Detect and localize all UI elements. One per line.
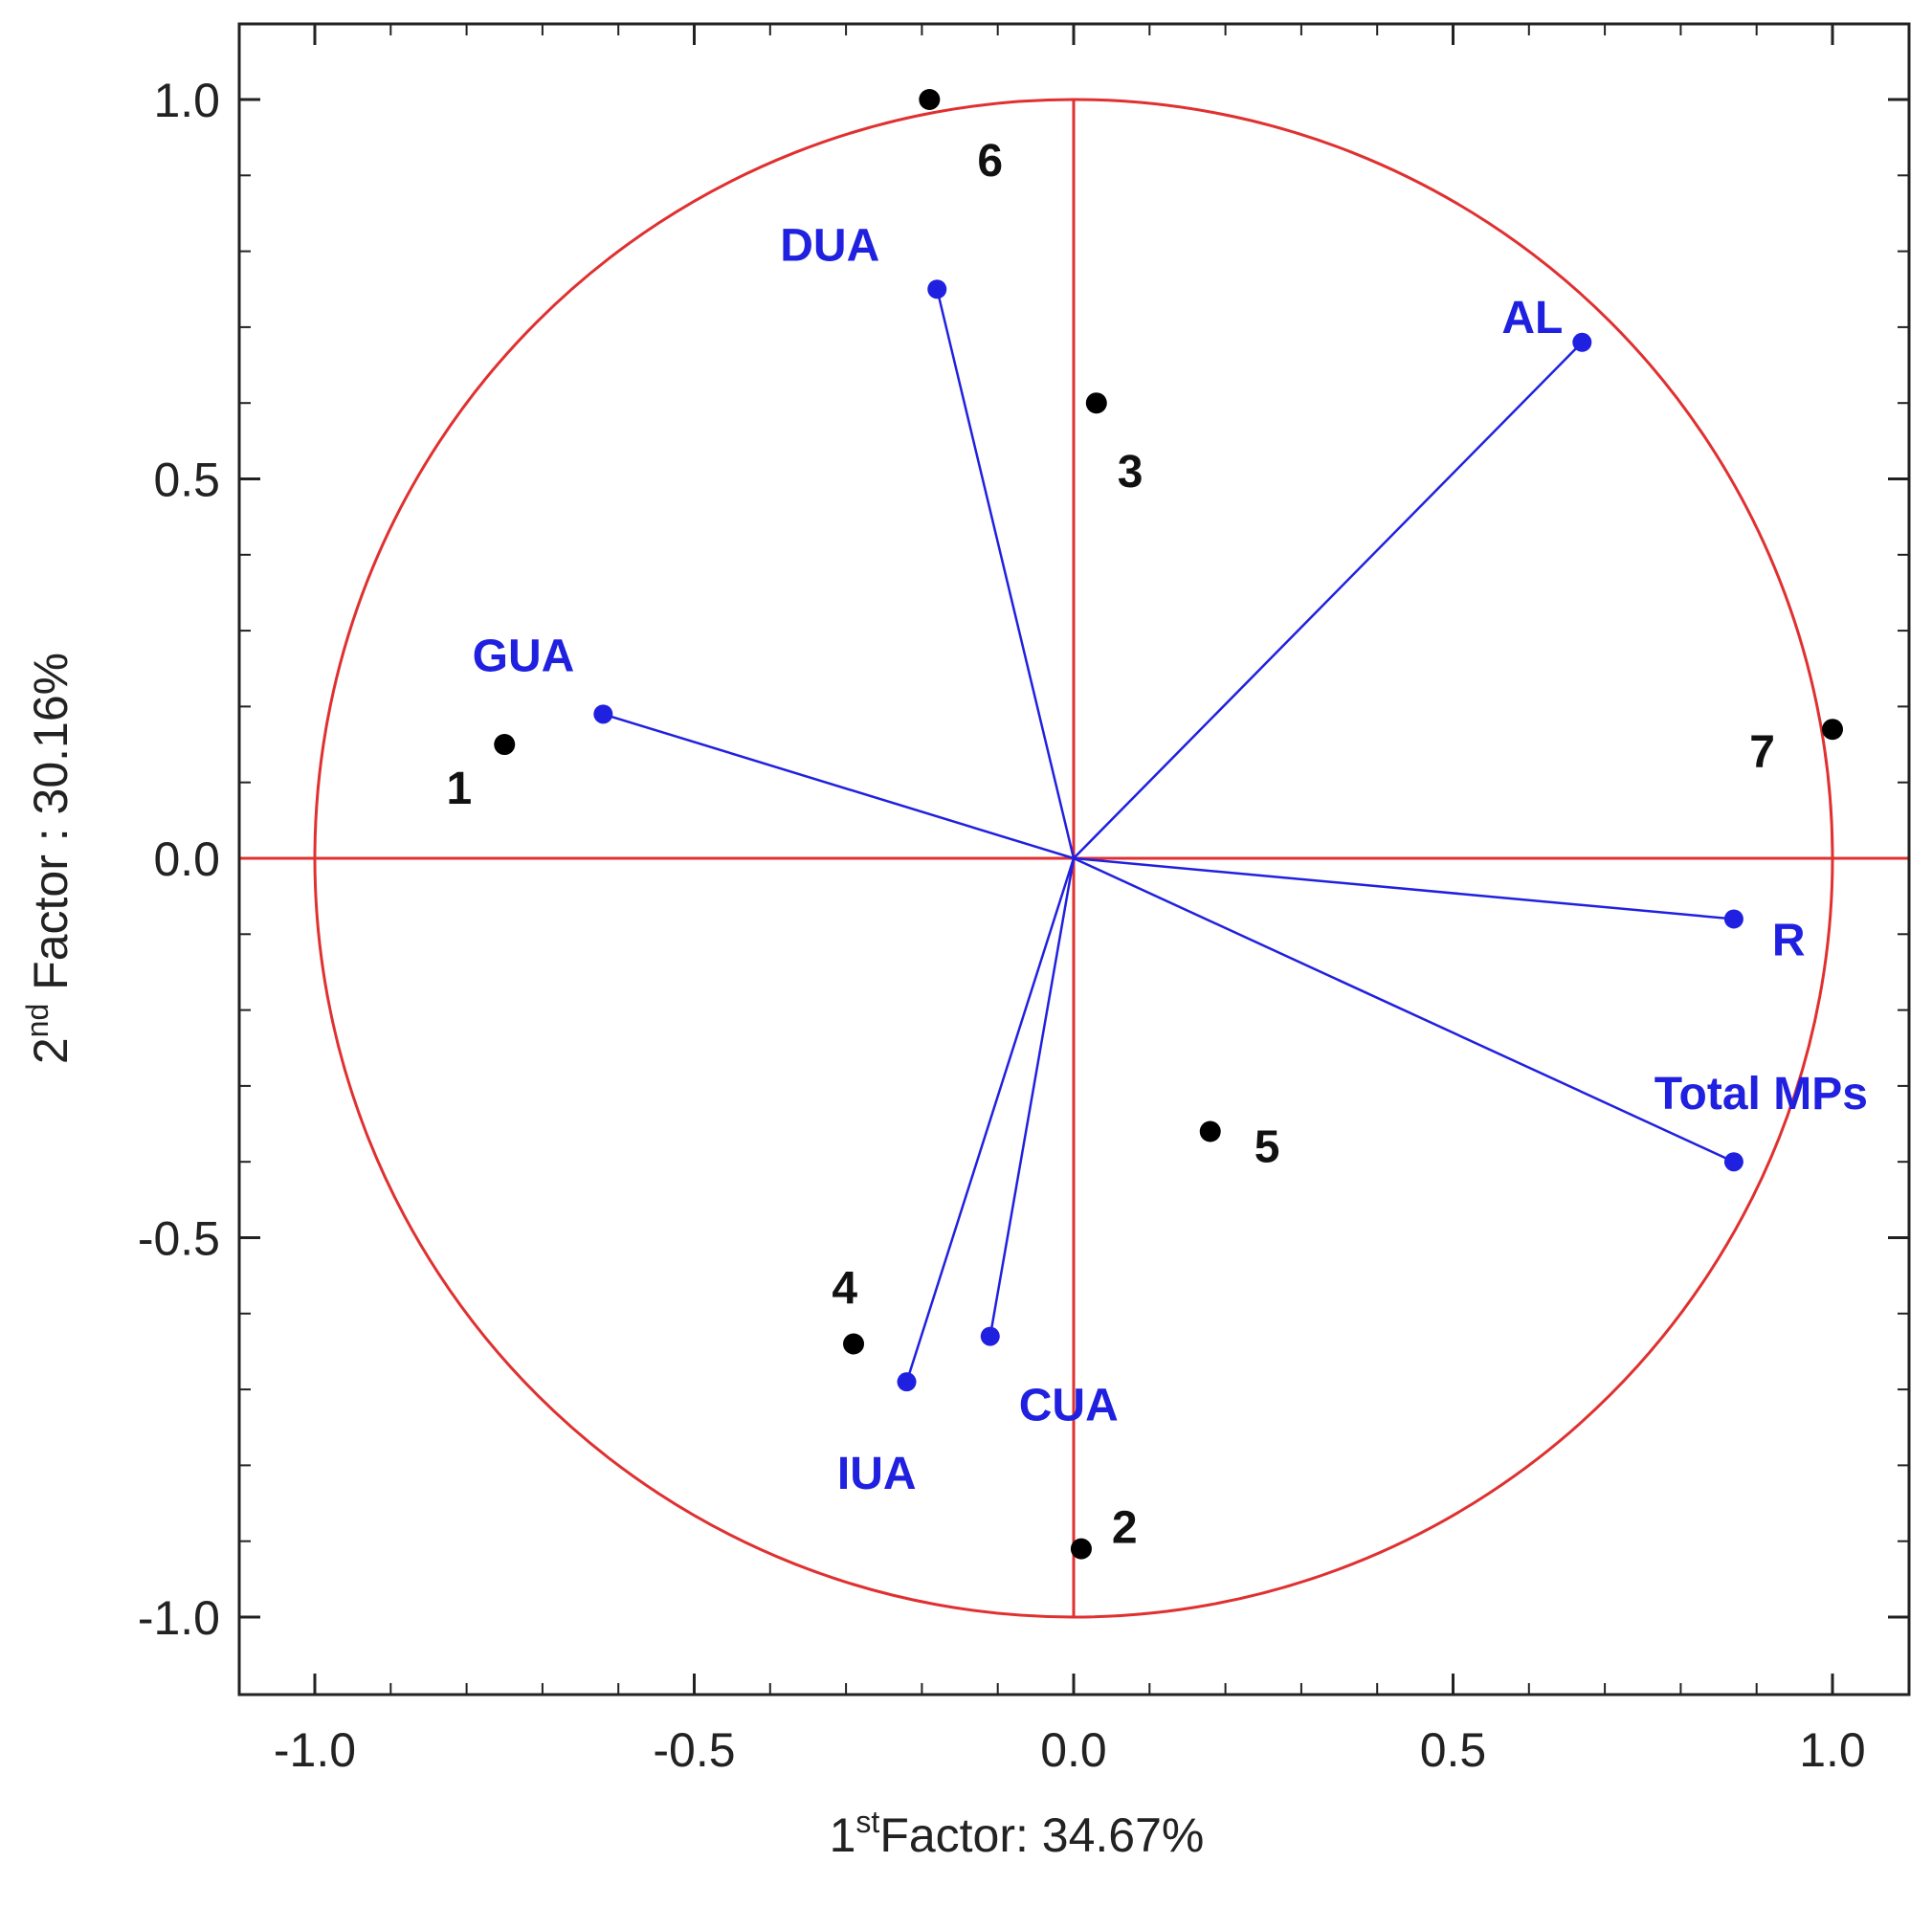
y-tick-label: 0.0 (153, 832, 220, 886)
x-axis-title-prefix: 1 (830, 1808, 856, 1862)
case-label: 7 (1749, 727, 1775, 778)
variable-label: IUA (837, 1449, 917, 1499)
case-point (1070, 1538, 1092, 1560)
variable-label: Total MPs (1654, 1069, 1868, 1120)
case-point (1822, 719, 1843, 741)
y-tick-label: -0.5 (138, 1212, 220, 1266)
case-label: 4 (832, 1264, 857, 1315)
y-axis-title-prefix: 2 (24, 1037, 78, 1064)
y-axis-title-text: Factor : 30.16% (24, 653, 78, 1004)
case-point (843, 1333, 865, 1355)
y-tick-label: -1.0 (138, 1591, 220, 1645)
variable-label: CUA (1019, 1381, 1119, 1431)
x-tick-label: 1.0 (1799, 1723, 1866, 1777)
variable-vector (988, 857, 1076, 1337)
y-tick-label: 1.0 (153, 74, 220, 127)
x-axis-title-text: Factor: 34.67% (879, 1808, 1204, 1862)
variable-vector (905, 857, 1076, 1383)
x-tick-label: -0.5 (653, 1723, 735, 1777)
case-point (1085, 392, 1107, 414)
variable-vector (936, 288, 1076, 859)
variable-vector (1073, 856, 1735, 920)
variable-vector (1073, 341, 1584, 859)
case-label: 5 (1255, 1121, 1280, 1172)
x-tick-label: 0.5 (1420, 1723, 1487, 1777)
variable-point (897, 1372, 917, 1392)
case-point (1199, 1120, 1221, 1142)
case-label: 6 (977, 136, 1003, 187)
case-point (494, 734, 516, 756)
variable-vector (602, 713, 1075, 860)
variable-label: R (1772, 915, 1806, 965)
x-tick-label: 0.0 (1040, 1723, 1107, 1777)
case-label: 1 (447, 764, 473, 814)
variable-point (1572, 332, 1592, 352)
x-tick-label: -1.0 (274, 1723, 356, 1777)
variable-point (1723, 1152, 1743, 1172)
variable-point (927, 279, 947, 299)
variable-label: DUA (780, 220, 879, 271)
variable-vector (1073, 856, 1735, 1164)
variable-label: AL (1501, 293, 1563, 344)
x-axis-title-sup: st (855, 1805, 879, 1839)
y-axis-title: 2nd Factor : 30.16% (20, 653, 78, 1064)
x-axis-title: 1stFactor: 34.67% (830, 1805, 1205, 1862)
case-points-layer: 1 2 3 4 5 6 7 (447, 89, 1843, 1560)
case-point (919, 89, 941, 110)
y-axis-title-sup: nd (20, 1004, 55, 1038)
variable-point (980, 1326, 1000, 1346)
variable-point (593, 704, 613, 724)
case-label: 2 (1112, 1503, 1138, 1554)
variable-label: GUA (473, 631, 575, 681)
case-label: 3 (1118, 447, 1144, 498)
plot-frame (237, 22, 1911, 1696)
variable-vectors-layer: DUA AL GUA R Total MPs CUA IUA (473, 220, 1868, 1499)
variable-point (1723, 909, 1743, 929)
y-tick-label: 0.5 (153, 454, 220, 507)
